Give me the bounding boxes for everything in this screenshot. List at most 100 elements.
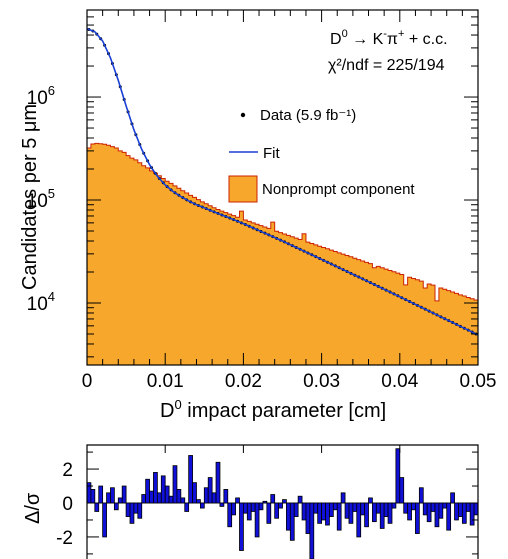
residual-bar [254, 502, 260, 538]
residual-bar [399, 477, 405, 504]
residual-y-label: Δ/σ [22, 492, 44, 524]
residual-bar [332, 502, 338, 511]
residual-bar [301, 502, 307, 521]
residual-bar [203, 487, 209, 504]
fit-curve [86, 28, 479, 336]
residual-bar [239, 502, 244, 551]
residual-bar [176, 489, 182, 504]
residual-bar [266, 502, 272, 524]
residual-bar [133, 502, 139, 514]
residual-bar [106, 492, 111, 504]
residual-bar [450, 492, 455, 504]
residual-bar [90, 489, 96, 504]
legend-data-label: Data (5.9 fb⁻¹) [260, 107, 356, 124]
residual-bar [188, 455, 193, 504]
residual-bar [317, 502, 323, 524]
residual-bar [235, 497, 240, 504]
x-tick-label: 0.05 [460, 371, 497, 392]
decay-annotation: D0 → K-π+ + c.c. [330, 28, 448, 48]
residual-bar [149, 490, 154, 504]
residual-bar [192, 482, 197, 504]
residual-bar [387, 502, 393, 524]
residual-bar [368, 497, 373, 504]
residual-axis-ticks: 2 0 -2 [56, 445, 479, 555]
residual-bar [446, 502, 452, 531]
residual-bar [153, 472, 158, 504]
legend-fit-label: Fit [263, 145, 280, 162]
residual-bar [372, 502, 377, 523]
residual-bar [211, 492, 217, 504]
residual-bar [426, 502, 432, 523]
residual-bar [223, 489, 229, 504]
main-plot-frame [86, 9, 479, 366]
x-tick-label: 0.01 [147, 371, 184, 392]
residual-bar [469, 502, 475, 526]
x-tick-label: 0.04 [381, 371, 418, 392]
residual-bar [141, 494, 147, 504]
residual-bar [411, 502, 416, 511]
residual-bar [125, 502, 131, 517]
residual-bar [164, 485, 170, 504]
legend-nonprompt-marker [228, 175, 258, 203]
residual-bar [434, 502, 440, 528]
residual-bar [309, 502, 315, 559]
residual-bar [219, 502, 225, 507]
residual-bar [121, 485, 127, 504]
y-tick-label: 106 [27, 83, 55, 109]
x-axis-label: D0 impact parameter [cm] [160, 397, 386, 422]
residual-bar [286, 502, 291, 531]
residual-bar [313, 502, 319, 514]
decay-k: → K [348, 31, 384, 48]
residual-bar [180, 497, 186, 504]
residual-bar [422, 502, 428, 516]
residual-bar [98, 485, 104, 504]
decay-k-sup: - [383, 28, 387, 40]
residual-bar [160, 475, 166, 504]
legend-nonprompt-label: Nonprompt component [262, 181, 415, 198]
residual-bar [231, 502, 236, 516]
residual-bar [293, 502, 299, 517]
x-tick-label: 0 [82, 371, 93, 392]
residual-bar [270, 494, 276, 504]
residual-bar [458, 502, 463, 517]
x-tick-label: 0.03 [303, 371, 340, 392]
legend: Data (5.9 fb⁻¹) Fit Nonprompt component [228, 107, 415, 203]
residual-bar [172, 465, 178, 504]
residual-bar [403, 502, 409, 514]
residual-bar [246, 502, 252, 521]
residual-bar [289, 502, 295, 541]
residual-bar [305, 502, 311, 534]
residual-bar [438, 502, 444, 519]
residual-bar [227, 502, 233, 528]
x-axis-label-sup: 0 [174, 397, 181, 412]
residual-bar [360, 502, 366, 516]
residual-bar [340, 492, 346, 504]
residual-bar [168, 495, 174, 504]
decay-pi-sup: + [398, 28, 404, 40]
residual-bar [430, 502, 436, 512]
chi2-annotation: χ²/ndf = 225/194 [328, 57, 445, 74]
residual-bar [454, 502, 459, 521]
residual-plot-frame [86, 444, 479, 559]
residual-bar [129, 502, 135, 524]
residual-bar [297, 495, 303, 504]
residual-bar [262, 500, 268, 504]
residual-bar [184, 502, 190, 512]
residual-bar [325, 502, 330, 526]
residual-bar [379, 502, 385, 529]
legend-data-marker [240, 112, 246, 118]
residual-y-tick-label: 2 [62, 460, 73, 481]
residual-y-tick-label: -2 [56, 528, 73, 549]
residual-bar [344, 502, 350, 519]
residual-bar [258, 502, 264, 511]
y-axis-label: Candidates per 5 μm [19, 104, 41, 290]
residual-bar [137, 502, 143, 519]
residual-bar [465, 502, 471, 512]
residual-bar [113, 502, 119, 511]
residual-bar [156, 492, 162, 504]
y-tick-label: 105 [27, 186, 55, 212]
residual-bar [391, 502, 397, 509]
residual-bar [364, 502, 369, 528]
residual-bar [321, 502, 326, 521]
residual-bar [215, 461, 221, 504]
